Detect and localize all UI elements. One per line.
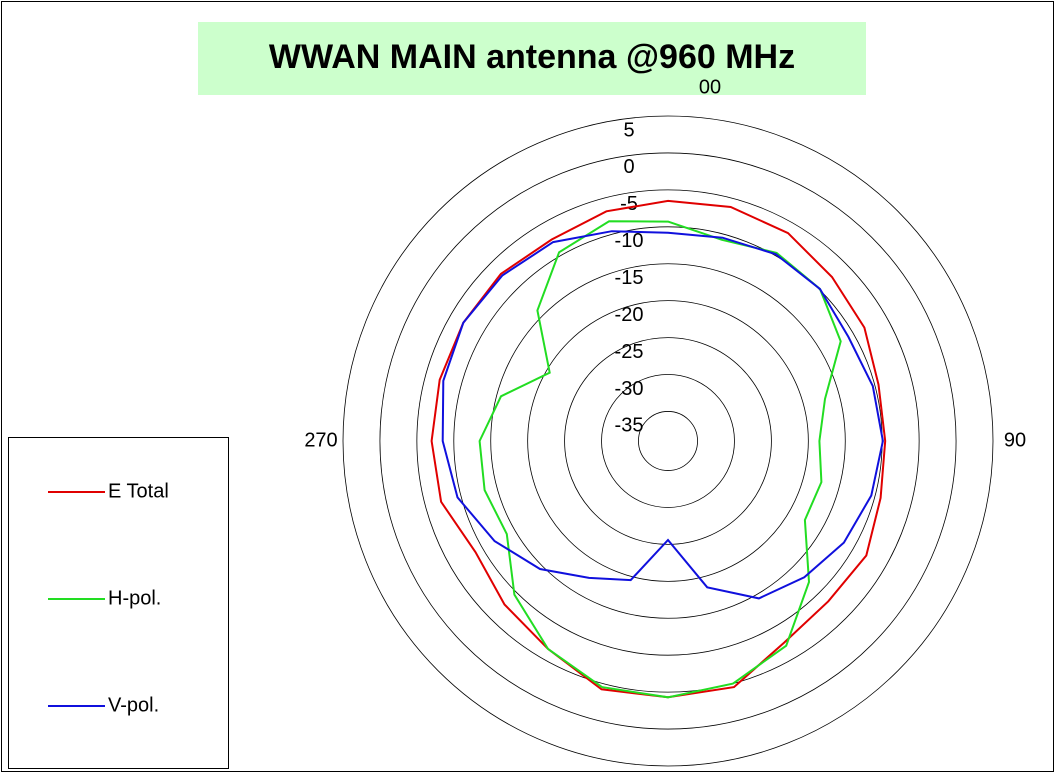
legend-label: V-pol. xyxy=(108,694,159,716)
r-tick-label: 0 xyxy=(623,156,634,178)
series-line xyxy=(430,199,887,699)
grid-ring xyxy=(638,411,698,471)
series-line xyxy=(441,230,884,600)
legend-label: H-pol. xyxy=(108,587,161,609)
r-tick-label: -25 xyxy=(615,341,644,363)
angle-tick-label: 270 xyxy=(304,429,337,451)
r-tick-label: -15 xyxy=(615,267,644,289)
legend-box xyxy=(8,437,229,769)
legend-label: E Total xyxy=(108,480,169,502)
grid-ring xyxy=(527,300,809,582)
r-tick-label: -30 xyxy=(615,378,644,400)
chart-title: WWAN MAIN antenna @960 MHz xyxy=(269,38,795,76)
r-tick-label: -20 xyxy=(615,304,644,326)
grid-ring xyxy=(453,226,883,656)
grid-ring xyxy=(416,189,920,693)
grid-ring xyxy=(564,337,772,545)
angle-tick-label: 90 xyxy=(1004,429,1026,451)
r-tick-label: 5 xyxy=(623,119,634,141)
series-line xyxy=(478,220,842,699)
r-tick-label: -10 xyxy=(615,230,644,252)
grid-ring xyxy=(490,263,846,619)
grid-ring xyxy=(379,152,957,730)
angle-tick-label: 00 xyxy=(699,76,721,98)
grid-ring xyxy=(601,374,735,508)
grid-ring xyxy=(342,115,994,767)
r-tick-label: -5 xyxy=(620,193,638,215)
r-tick-label: -35 xyxy=(615,415,644,437)
title-box xyxy=(198,22,866,95)
